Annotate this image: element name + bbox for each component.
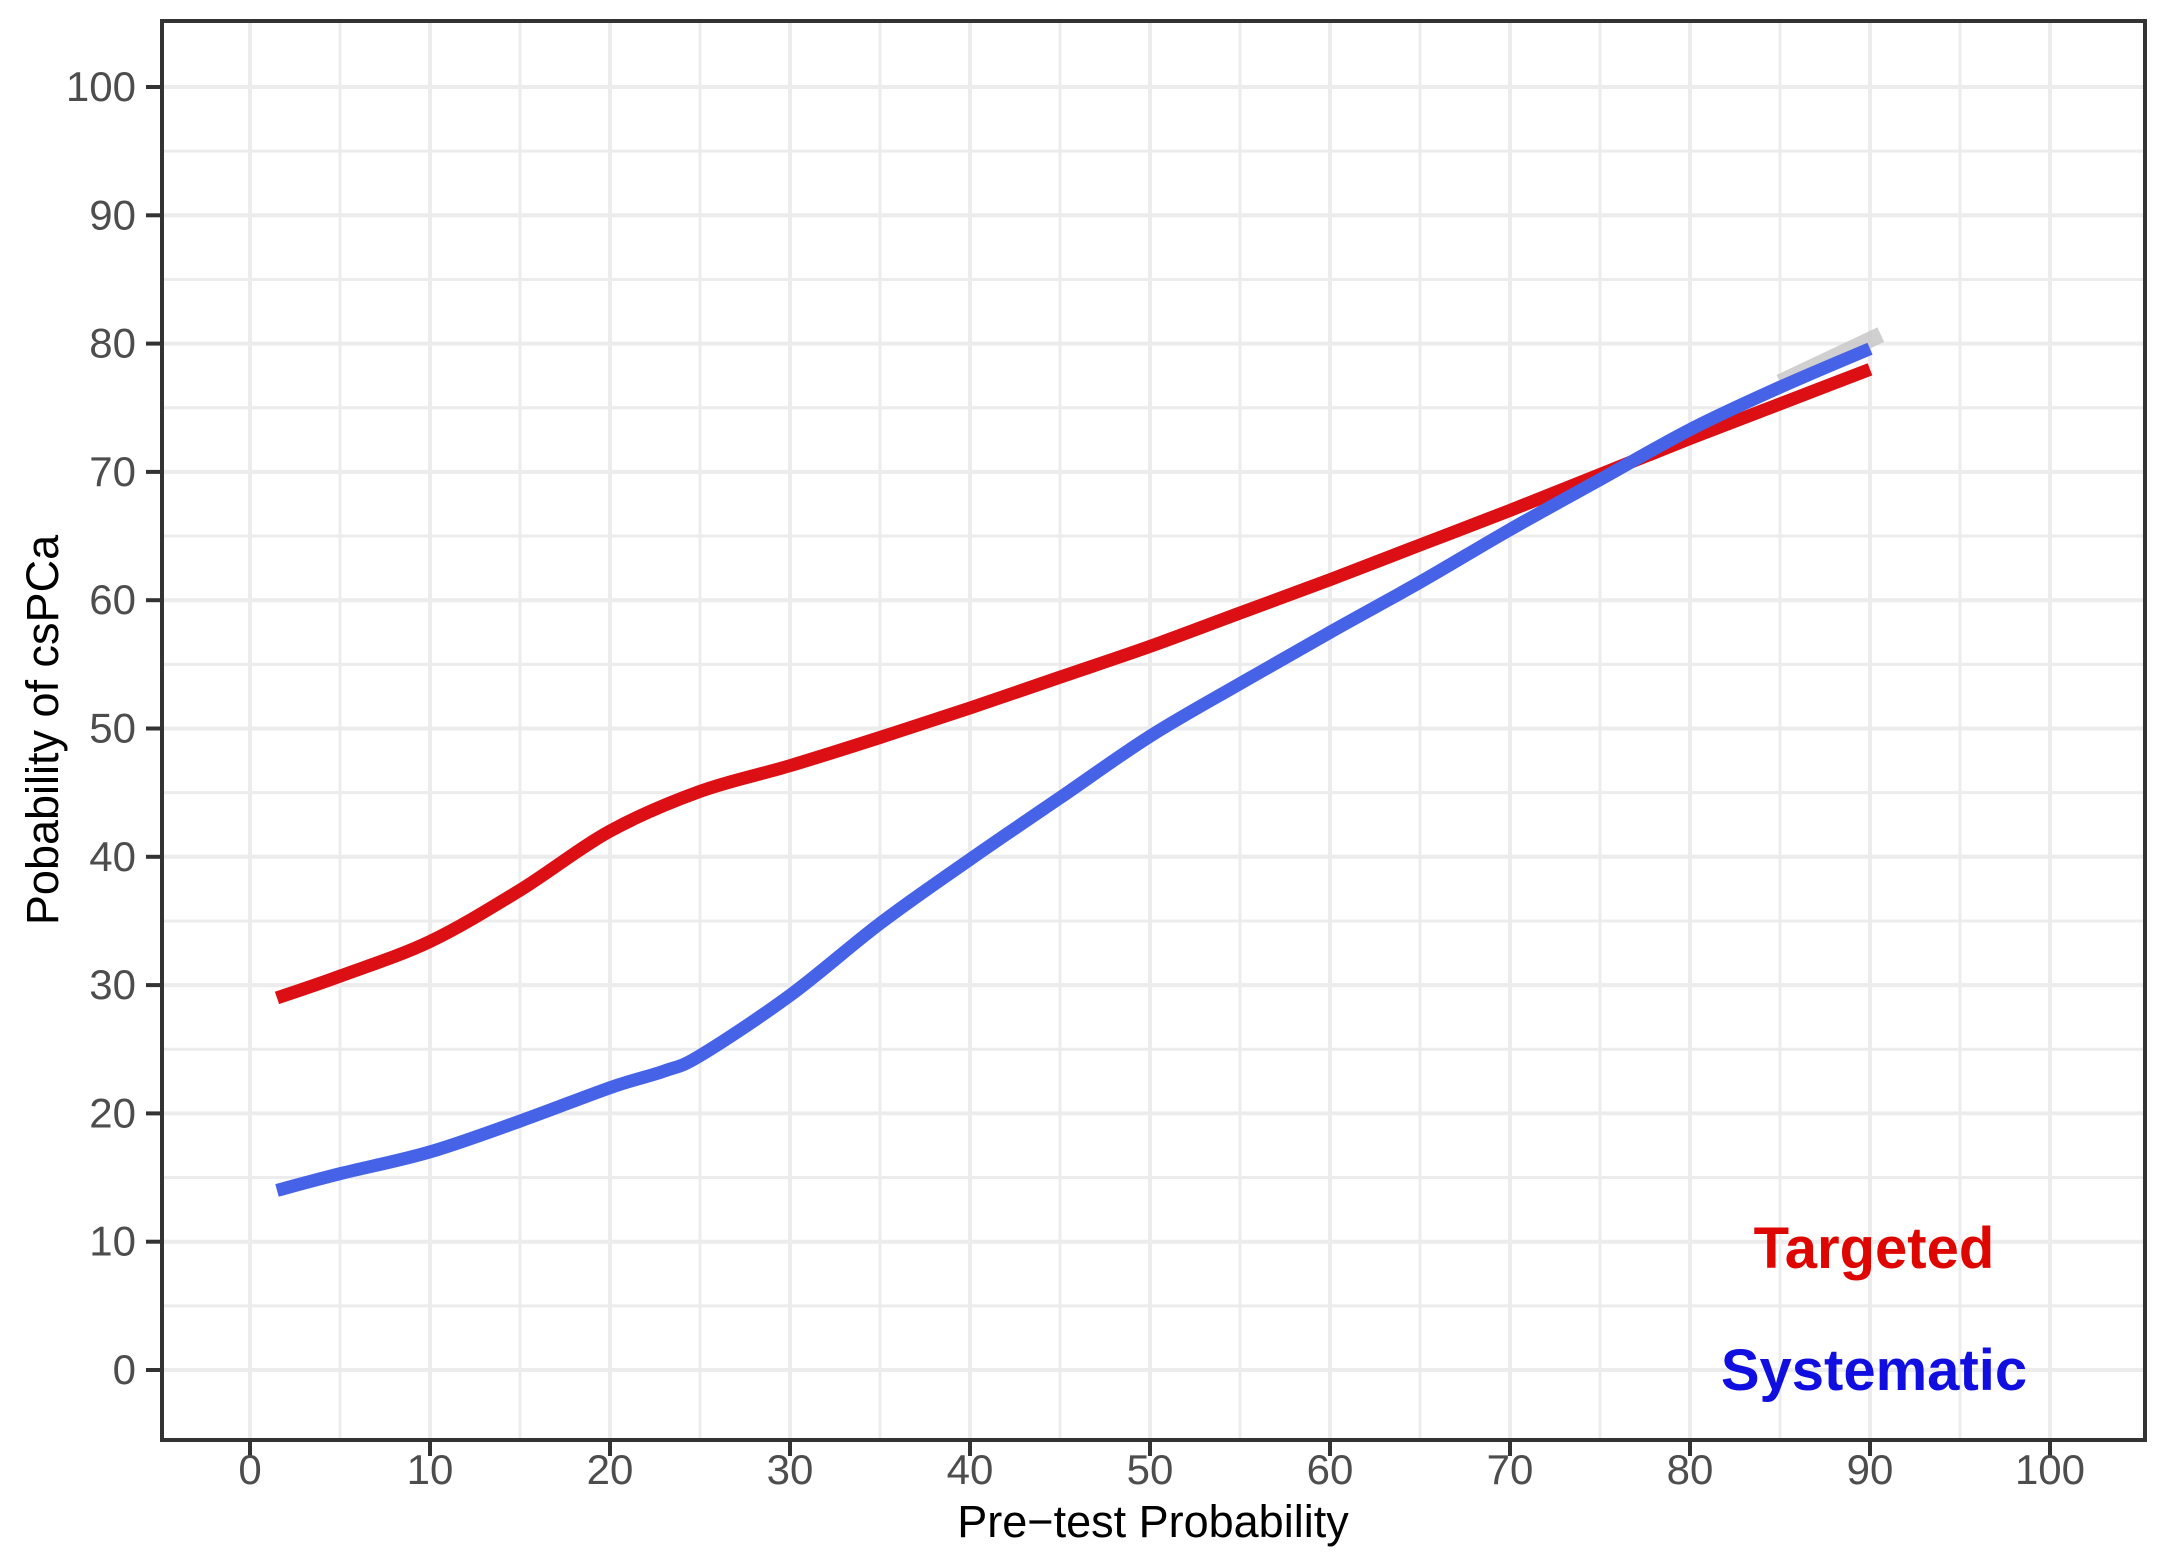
y-tick-label: 30 (89, 961, 136, 1008)
y-axis-title: Pobability of csPCa (17, 534, 68, 925)
x-tick-label: 90 (1847, 1446, 1894, 1493)
x-tick-label: 50 (1127, 1446, 1174, 1493)
y-tick-label: 10 (89, 1218, 136, 1265)
x-tick-label: 20 (587, 1446, 634, 1493)
series-lines (274, 342, 1873, 1197)
y-tick-label: 20 (89, 1089, 136, 1136)
x-tick-label: 100 (2015, 1446, 2085, 1493)
y-tick-label: 70 (89, 448, 136, 495)
legend-label-targeted: Targeted (1754, 1216, 1995, 1281)
y-tick-label: 0 (113, 1346, 136, 1393)
x-tick-label: 70 (1487, 1446, 1534, 1493)
gridlines (162, 21, 2145, 1440)
legend-label-systematic: Systematic (1721, 1338, 2027, 1403)
axis-ticks: 0 10 20 30 40 50 60 70 80 90 100 0 10 20 30 40 50 60 70 80 9… (66, 63, 2085, 1493)
y-tick-label: 40 (89, 833, 136, 880)
y-tick-label: 100 (66, 63, 136, 110)
x-tick-label: 40 (947, 1446, 994, 1493)
x-tick-label: 0 (238, 1446, 261, 1493)
y-tick-label: 60 (89, 576, 136, 623)
y-tick-label: 80 (89, 320, 136, 367)
systematic-line (275, 342, 1873, 1197)
y-tick-label: 50 (89, 705, 136, 752)
legend: Targeted Systematic (1721, 1216, 2027, 1403)
x-axis-title: Pre−test Probability (957, 1496, 1349, 1547)
x-tick-label: 80 (1667, 1446, 1714, 1493)
x-tick-label: 10 (407, 1446, 454, 1493)
x-tick-label: 30 (767, 1446, 814, 1493)
x-tick-label: 60 (1307, 1446, 1354, 1493)
y-tick-label: 90 (89, 191, 136, 238)
